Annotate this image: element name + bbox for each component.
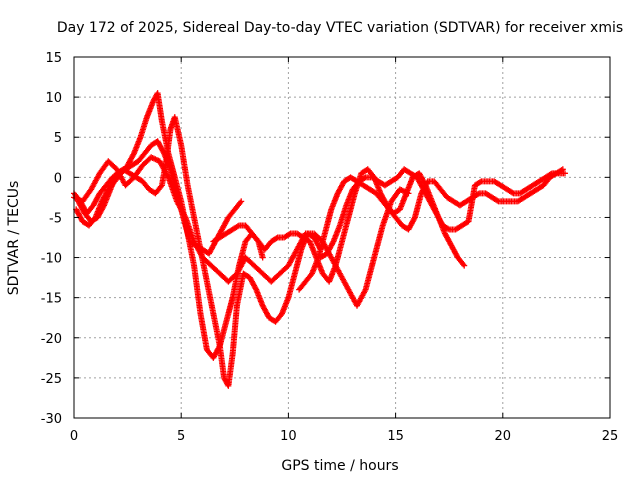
y-tick-label: -30 (41, 412, 62, 427)
series-7 (296, 166, 566, 293)
plot-frame (73, 56, 611, 419)
axis-ticks: 0 5 10 15 20 25 15 10 5 0 -5 -10 -15 -20 -25 -30 (41, 51, 619, 444)
data-point (509, 189, 516, 196)
data-point (411, 215, 418, 222)
data-point (237, 199, 244, 206)
y-tick-label: 10 (45, 91, 62, 106)
y-tick-label: 0 (54, 171, 62, 186)
data-point (100, 203, 107, 210)
data-point (461, 262, 468, 269)
data-point (558, 167, 565, 174)
data-point (238, 198, 245, 205)
x-tick-label: 20 (495, 429, 512, 444)
data-points (71, 90, 568, 389)
data-point (273, 235, 280, 242)
data-point (130, 151, 137, 158)
x-tick-label: 15 (387, 429, 404, 444)
y-tick-label: -20 (41, 332, 62, 347)
data-point (444, 225, 451, 232)
y-axis-label: SDTVAR / TECUs (6, 181, 22, 296)
data-point (474, 191, 481, 198)
y-tick-label: -5 (49, 211, 62, 226)
data-point (329, 239, 336, 246)
x-tick-label: 5 (177, 429, 185, 444)
data-point (494, 197, 501, 204)
y-tick-label: -10 (41, 252, 62, 267)
x-tick-label: 25 (602, 429, 619, 444)
y-tick-label: -15 (41, 292, 62, 307)
grid (74, 57, 610, 418)
y-tick-label: 15 (45, 51, 62, 66)
data-point (259, 254, 266, 261)
data-point (559, 166, 566, 173)
data-point (234, 223, 241, 230)
chart-title: Day 172 of 2025, Sidereal Day-to-day VTE… (57, 20, 623, 36)
data-point (477, 179, 484, 186)
x-tick-label: 0 (70, 429, 78, 444)
data-point (561, 170, 568, 177)
data-point (286, 231, 293, 238)
x-tick-label: 10 (280, 429, 297, 444)
data-point (460, 261, 467, 268)
data-point (252, 285, 259, 292)
data-point (361, 175, 368, 182)
y-tick-label: 5 (54, 131, 62, 146)
x-axis-label: GPS time / hours (281, 458, 398, 474)
y-tick-label: -25 (41, 372, 62, 387)
